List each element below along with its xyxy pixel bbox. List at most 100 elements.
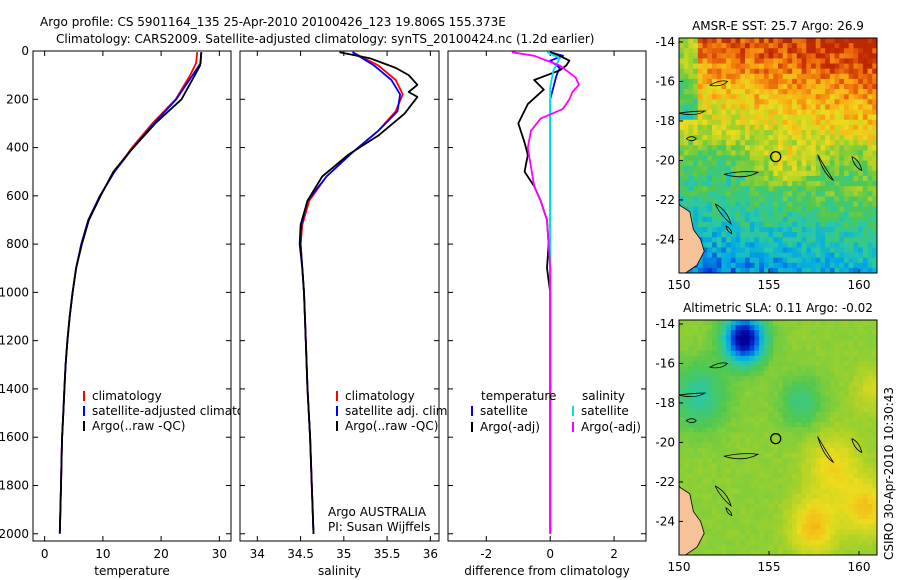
- sst_map-cell: [811, 83, 817, 90]
- sst_map-cell: [693, 216, 699, 223]
- sla_map-cell: [834, 355, 840, 362]
- sla_map-cell: [721, 519, 727, 525]
- sst_map-cell: [839, 68, 845, 75]
- sst_map-cell: [839, 252, 845, 259]
- sst_map-cell: [848, 135, 855, 141]
- sst_map-cell: [820, 175, 826, 182]
- sla_map-cell: [853, 340, 859, 347]
- sst_map-cell: [796, 186, 803, 192]
- sla_map-cell: [712, 529, 718, 536]
- sla_map-cell: [811, 422, 817, 428]
- sst_map-cell: [839, 191, 845, 197]
- sst_map-cell: [712, 221, 718, 228]
- sst_map-cell: [782, 257, 789, 264]
- sst_map-cell: [796, 89, 803, 95]
- sla_map-cell: [815, 391, 822, 398]
- difference-legend-label: satellite: [581, 404, 629, 418]
- sla_map-cell: [862, 371, 869, 377]
- sla_map-cell: [853, 457, 859, 464]
- sla_map-cell: [712, 320, 718, 326]
- sla_map-cell: [679, 396, 685, 403]
- sst_map-cell: [834, 48, 840, 54]
- sst_map-cell: [806, 89, 812, 95]
- sst_map-cell: [679, 104, 685, 111]
- sst_map-cell: [834, 89, 840, 95]
- sst_map-cell: [773, 145, 779, 151]
- sst_map-cell: [848, 227, 855, 233]
- sst_map-cell: [825, 129, 831, 136]
- sla_map-cell: [792, 447, 798, 454]
- sla_map-cell: [763, 493, 770, 500]
- sla_map-cell: [749, 437, 756, 444]
- sst_map-cell: [707, 145, 713, 151]
- sst_map-cell: [778, 181, 784, 187]
- sst_map-cell: [825, 170, 831, 177]
- sst_map-cell: [853, 135, 859, 141]
- sla_map-cell: [763, 417, 770, 423]
- sla_map-cell: [721, 447, 727, 454]
- sst_map-cell: [867, 109, 873, 116]
- sla_map-cell: [858, 544, 864, 551]
- sst_map-cell: [778, 201, 784, 208]
- sla_map-cell: [721, 411, 727, 418]
- sla_map-cell: [820, 473, 826, 479]
- sst_map-cell: [844, 257, 850, 264]
- sst_map-cell: [834, 191, 840, 197]
- sla_map-cell: [707, 335, 713, 342]
- sst_map-cell: [848, 114, 855, 121]
- sla_map-cell: [782, 406, 789, 413]
- sst_map-cell: [707, 119, 713, 126]
- sla_map-cell: [796, 325, 803, 331]
- sst_map-cell: [858, 114, 864, 121]
- sst_map-cell: [806, 58, 812, 65]
- sst_map-cell: [853, 216, 859, 223]
- sla_map-cell: [707, 365, 713, 372]
- sst_map-cell: [815, 129, 822, 136]
- sla_map-cell: [726, 386, 732, 393]
- sst_map-cell: [844, 186, 850, 192]
- sla_map-cell: [745, 544, 751, 551]
- sla_map-cell: [693, 493, 699, 500]
- sla_map-cell: [693, 340, 699, 347]
- sla_map-cell: [862, 463, 869, 469]
- sst_map-cell: [806, 257, 812, 264]
- sla_map-cell: [749, 549, 756, 555]
- sst_map-cell: [702, 216, 708, 223]
- sst_map-cell: [834, 58, 840, 65]
- sst_map-cell: [834, 109, 840, 116]
- sst_map-cell: [740, 247, 746, 254]
- sst_map-cell: [796, 155, 803, 162]
- sst_map-cell: [862, 53, 869, 60]
- sst_map-cell: [796, 221, 803, 228]
- sla_map-cell: [683, 340, 690, 347]
- sla_map-cell: [811, 493, 817, 500]
- sla_map-cell: [740, 473, 746, 479]
- sla_map-cell: [702, 365, 708, 372]
- sla_map-cell: [745, 350, 751, 357]
- sst_map-cell: [726, 38, 732, 44]
- sla_map-cell: [688, 463, 694, 469]
- sst_map-cell: [693, 191, 699, 197]
- sst_map-cell: [811, 175, 817, 182]
- sla_map-cell: [726, 432, 732, 439]
- sla_map-cell: [787, 330, 793, 336]
- sla_map-cell: [702, 371, 708, 377]
- sla_map-cell: [834, 488, 840, 495]
- sla_map-cell: [749, 447, 756, 454]
- sst_map-cell: [834, 252, 840, 259]
- sla_map-cell: [749, 350, 756, 357]
- sst_map-cell: [844, 242, 850, 249]
- sst_map-cell: [683, 170, 690, 177]
- sst_map-cell: [792, 104, 798, 111]
- sst_map-cell: [787, 201, 793, 208]
- sla_map-cell: [844, 549, 850, 555]
- sla_map-cell: [712, 488, 718, 495]
- sla_map-cell: [730, 371, 737, 377]
- sst_map-cell: [702, 206, 708, 213]
- sst_map-cell: [697, 38, 704, 44]
- sst_map-cell: [740, 109, 746, 116]
- sst_map-cell: [735, 221, 741, 228]
- sla_map-cell: [867, 498, 873, 505]
- sst_map-cell: [787, 186, 793, 192]
- sla_map-cell: [697, 478, 704, 485]
